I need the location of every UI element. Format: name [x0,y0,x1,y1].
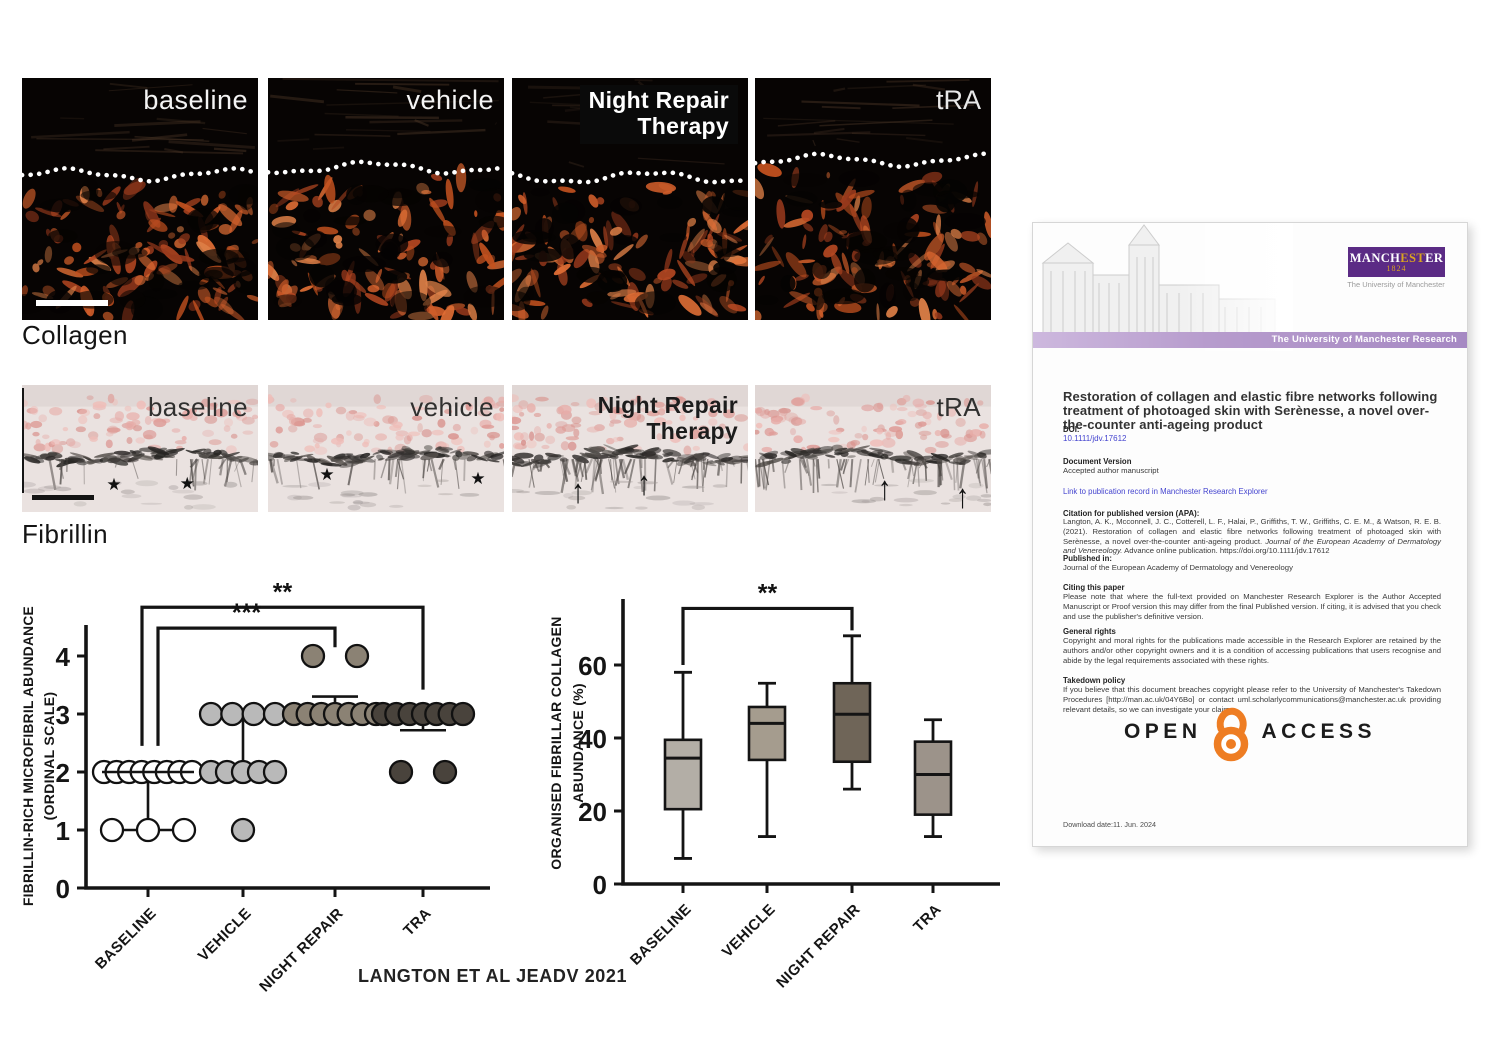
svg-text:**: ** [273,578,293,606]
manchester-wordmark: MANCHESTER [1349,251,1444,265]
collagen-panel-vehicle: vehicle [268,78,504,320]
citation-text: Langton, A. K., Mcconnell, J. C., Cotter… [1063,517,1442,556]
svg-text:60: 60 [578,651,607,681]
open-access-logo: OPEN ACCESS [1033,701,1467,763]
svg-text:1: 1 [56,816,70,846]
paper-title: Restoration of collagen and elastic fibr… [1063,388,1438,432]
svg-text:BASELINE: BASELINE [92,905,160,973]
panel-label: vehicle [410,392,494,422]
panel-label: baseline [147,392,248,422]
open-lock-icon [1214,707,1249,762]
arrow-annotation: ↑ [955,477,970,512]
panel-label: baseline [143,85,248,115]
fibrillin-row-label: Fibrillin [22,519,108,549]
star-annotation: ★ [179,474,195,494]
svg-text:NIGHT REPAIR: NIGHT REPAIR [256,905,347,996]
svg-text:(ORDINAL SCALE): (ORDINAL SCALE) [41,692,57,821]
panel-label: Night Repair Therapy [597,392,738,445]
collagen-micrograph [755,78,991,320]
citation-label: Citation for published version (APA): [1063,509,1200,518]
svg-text:0: 0 [56,874,70,904]
general-rights-text: Copyright and moral rights for the publi… [1063,636,1441,665]
svg-text:4: 4 [56,642,71,672]
svg-text:FIBRILLIN-RICH MICROFIBRIL ABU: FIBRILLIN-RICH MICROFIBRIL ABUNDANCE [20,606,36,906]
arrow-annotation: ↑ [571,472,585,510]
svg-text:40: 40 [578,724,607,754]
citing-label: Citing this paper [1063,583,1125,592]
svg-text:NIGHT REPAIR: NIGHT REPAIR [773,901,864,992]
fibrillin-panel-tra: tRA ↑ ↑ [755,385,991,512]
figure-caption: LANGTON ET AL JEADV 2021 [358,966,628,986]
svg-text:ORGANISED FIBRILLAR COLLAGEN: ORGANISED FIBRILLAR COLLAGEN [548,616,564,869]
open-access-open-text: OPEN [1123,720,1202,743]
published-in-value: Journal of the European Academy of Derma… [1063,563,1293,572]
fibrillin-panel-vehicle: vehicle ★ ★ [268,385,504,512]
arrow-annotation: ↑ [878,469,892,508]
svg-text:0: 0 [593,870,607,900]
scale-bar [36,300,108,306]
takedown-text: If you believe that this document breach… [1063,685,1441,714]
citing-text: Please note that where the full-text pro… [1063,592,1441,621]
fibrillin-panel-baseline: baseline ★ ★ [22,385,258,512]
fibrillin-micrograph [268,385,504,512]
scale-bar [32,495,94,500]
svg-text:ABUNDANCE (%): ABUNDANCE (%) [570,683,586,803]
svg-text:**: ** [758,579,778,607]
manchester-logo: MANCHESTER 1824 [1348,247,1445,277]
manuscript-coversheet: MANCHESTER 1824 The University of Manche… [1032,222,1468,847]
download-date: Download date:11. Jun. 2024 [1063,820,1156,829]
publication-record-link[interactable]: Link to publication record in Manchester… [1063,487,1268,496]
fibrillin-micrograph [512,385,748,512]
doi-link[interactable]: 10.1111/jdv.17612 [1063,434,1127,443]
svg-text:20: 20 [578,797,607,827]
panel-label: tRA [936,392,981,422]
document-version-value: Accepted author manuscript [1063,466,1159,475]
collagen-micrograph [22,78,258,320]
collagen-panel-tra: tRA [755,78,991,320]
university-subtitle: The University of Manchester [1347,280,1445,289]
coversheet-header: MANCHESTER 1824 The University of Manche… [1033,223,1467,351]
open-access-access-text: ACCESS [1261,720,1377,743]
fibrillin-micrograph [755,385,991,512]
doi-label: DOI: [1063,425,1080,434]
star-annotation: ★ [106,475,122,495]
takedown-label: Takedown policy [1063,676,1126,685]
svg-text:TRA: TRA [910,901,945,936]
collagen-panel-baseline: baseline [22,78,258,320]
panel-label: tRA [935,85,981,115]
svg-text:3: 3 [56,700,70,730]
collagen-row-label: Collagen [22,320,128,350]
svg-text:VEHICLE: VEHICLE [195,905,255,965]
manchester-1824: 1824 [1386,264,1407,273]
document-version-label: Document Version [1063,457,1132,466]
star-annotation: ★ [319,465,335,485]
fibrillin-dot-plot: 0 1 2 3 4 BASELINE VEHICLE NIGHT REPAIR TRA FIBRI… [20,578,490,996]
fibrillin-micrograph [22,385,258,512]
panel-label: Night Repair Therapy [579,85,738,145]
research-banner: The University of Manchester Research [1033,332,1467,348]
general-rights-label: General rights [1063,627,1116,636]
collagen-panel-night-repair: Night Repair Therapy [512,78,748,320]
svg-text:***: *** [232,599,261,627]
svg-text:BASELINE: BASELINE [627,901,695,969]
svg-text:TRA: TRA [400,905,435,940]
star-annotation: ★ [470,468,486,488]
panel-label: vehicle [406,85,494,115]
collagen-micrograph [268,78,504,320]
arrow-annotation: ↑ [637,464,651,503]
svg-text:VEHICLE: VEHICLE [719,901,779,961]
svg-text:2: 2 [56,758,70,788]
published-in-label: Published in: [1063,554,1112,563]
fibrillin-panel-night-repair: Night Repair Therapy ↑ ↑ [512,385,748,512]
scale-bar-vertical [22,387,24,493]
